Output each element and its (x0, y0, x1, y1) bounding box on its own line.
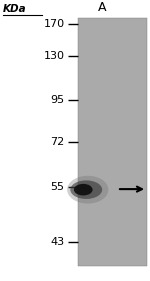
Ellipse shape (70, 180, 102, 199)
Text: 130: 130 (44, 51, 64, 61)
Ellipse shape (67, 176, 108, 203)
Ellipse shape (74, 184, 93, 196)
Text: 55: 55 (51, 182, 64, 192)
Bar (78, 18, 147, 266)
Text: 43: 43 (50, 237, 64, 247)
Text: 170: 170 (43, 19, 64, 29)
Text: A: A (98, 1, 106, 14)
Text: 72: 72 (50, 137, 64, 147)
Text: KDa: KDa (3, 4, 27, 14)
Text: 95: 95 (50, 95, 64, 105)
